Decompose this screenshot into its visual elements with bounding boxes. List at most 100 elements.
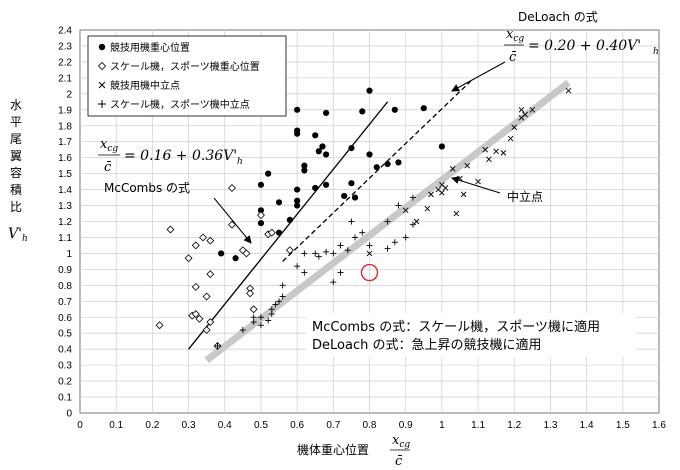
- point-competition-np: [442, 185, 449, 191]
- point-scale-np: [279, 282, 286, 289]
- y-tick-label: 1: [66, 249, 72, 260]
- point-competition-cg: [319, 143, 326, 150]
- point-competition-np: [486, 156, 492, 163]
- x-tick-label: 0.5: [254, 420, 268, 431]
- point-scale-cg: [155, 321, 164, 330]
- point-competition-cg: [395, 159, 402, 166]
- point-competition-np: [500, 150, 507, 156]
- neutral-annotation: 中立点: [451, 176, 543, 204]
- y-tick-label: 2.1: [58, 73, 72, 84]
- point-competition-np: [439, 189, 445, 196]
- point-scale-cg: [206, 318, 215, 326]
- point-competition-cg: [348, 144, 355, 152]
- point-scale-cg: [191, 282, 200, 291]
- point-scale-cg: [191, 241, 200, 250]
- point-scale-cg: [249, 305, 258, 314]
- point-competition-np: [453, 210, 460, 217]
- deloach-eq: = 0.20 + 0.40V': [528, 38, 641, 54]
- point-competition-cg: [384, 160, 391, 168]
- point-competition-cg: [312, 132, 319, 139]
- y-axis-char-3: 翼: [10, 149, 22, 163]
- y-tick-label: 1.3: [58, 201, 72, 212]
- point-scale-np: [391, 239, 398, 246]
- point-scale-np: [257, 322, 264, 329]
- y-axis-char-0: 水: [10, 98, 22, 112]
- point-competition-cg: [257, 181, 265, 188]
- y-tick-label: 0.1: [58, 393, 72, 404]
- point-scale-np: [337, 269, 344, 276]
- x-tick-label: 1.1: [471, 420, 485, 431]
- point-scale-np: [330, 279, 337, 286]
- point-scale-cg: [242, 249, 251, 258]
- point-scale-cg: [267, 228, 276, 237]
- x-axis-symbol-num: xcg: [392, 433, 410, 450]
- point-competition-cg: [391, 106, 398, 113]
- mccombs-arrow: [213, 197, 252, 244]
- point-scale-cg: [206, 270, 215, 279]
- point-competition-np: [424, 205, 431, 212]
- x-tick-label: 0.6: [290, 420, 304, 431]
- y-axis-char-2: 尾: [10, 132, 22, 146]
- point-scale-np: [265, 317, 272, 324]
- point-scale-cg: [228, 220, 236, 229]
- y-tick-label: 0.2: [58, 377, 72, 388]
- x-axis-symbol-den: c̄: [395, 454, 403, 469]
- point-scale-np: [214, 342, 221, 349]
- point-scale-cg: [166, 225, 175, 234]
- point-competition-cg: [312, 184, 319, 192]
- point-scale-np: [315, 253, 322, 260]
- legend-label-competition-cg: 競技用機重心位置: [110, 41, 190, 54]
- point-competition-cg: [373, 164, 380, 171]
- mccombs-line: [188, 101, 389, 350]
- x-tick-label: 0.9: [399, 420, 413, 431]
- point-competition-np: [449, 166, 456, 172]
- x-tick-label: 0.3: [182, 420, 196, 431]
- point-scale-np: [301, 250, 308, 257]
- point-competition-cg: [275, 199, 283, 206]
- y-axis-title: 水 平 尾 翼 容 積 比 V'h: [8, 98, 28, 244]
- mccombs-eq: = 0.16 + 0.36V': [124, 148, 237, 164]
- y-tick-label: 2.4: [58, 26, 72, 37]
- y-tick-label: 2.2: [58, 57, 72, 68]
- neutral-arrow: [451, 176, 501, 194]
- point-competition-cg: [294, 106, 301, 113]
- highlight-circle: [360, 263, 379, 282]
- point-scale-np: [384, 245, 391, 252]
- point-scale-np: [312, 250, 319, 257]
- point-competition-cg: [294, 202, 301, 209]
- y-tick-label: 1.6: [58, 153, 72, 164]
- legend: 競技用機重心位置 スケール機，スポーツ機重心位置 競技用機中立点 スケール機，ス…: [87, 35, 287, 117]
- deloach-label: DeLoach の式: [518, 10, 598, 24]
- point-competition-np: [507, 135, 514, 142]
- point-scale-np: [279, 293, 286, 300]
- note-line-1: McCombs の式：スケール機，スポーツ機に適用: [312, 319, 600, 335]
- y-tick-label: 1.1: [58, 233, 72, 244]
- deloach-line: [282, 80, 472, 262]
- y-tick-label: 0.7: [58, 297, 72, 308]
- neutral-label: 中立点: [507, 189, 543, 204]
- point-competition-cg: [322, 109, 330, 117]
- deloach-eq-den: c̄: [509, 50, 517, 65]
- note-box: McCombs の式：スケール機，スポーツ機に適用 DeLoach の式：急上昇…: [306, 313, 636, 357]
- point-competition-np: [482, 146, 489, 153]
- point-competition-np: [511, 124, 518, 131]
- point-competition-cg: [294, 186, 301, 193]
- point-competition-np: [428, 191, 434, 198]
- point-competition-np: [493, 148, 499, 155]
- point-competition-cg: [301, 167, 308, 174]
- x-tick-label: 1.4: [580, 420, 594, 431]
- point-scale-np: [330, 250, 337, 257]
- point-competition-cg: [351, 194, 359, 201]
- x-tick-label: 0.1: [109, 420, 123, 431]
- legend-label-scale-cg: スケール機，スポーツ機重心位置: [110, 60, 260, 73]
- y-tick-label: 1.8: [58, 121, 72, 132]
- y-tick-label: 0.6: [58, 313, 72, 324]
- point-competition-np: [402, 207, 409, 214]
- deloach-eq-sub: h: [653, 47, 659, 57]
- point-scale-np: [352, 234, 359, 241]
- y-tick-label: 0.3: [58, 361, 72, 372]
- point-competition-cg: [322, 181, 330, 188]
- point-competition-np: [413, 218, 420, 225]
- y-axis-symbol: V'h: [8, 226, 28, 244]
